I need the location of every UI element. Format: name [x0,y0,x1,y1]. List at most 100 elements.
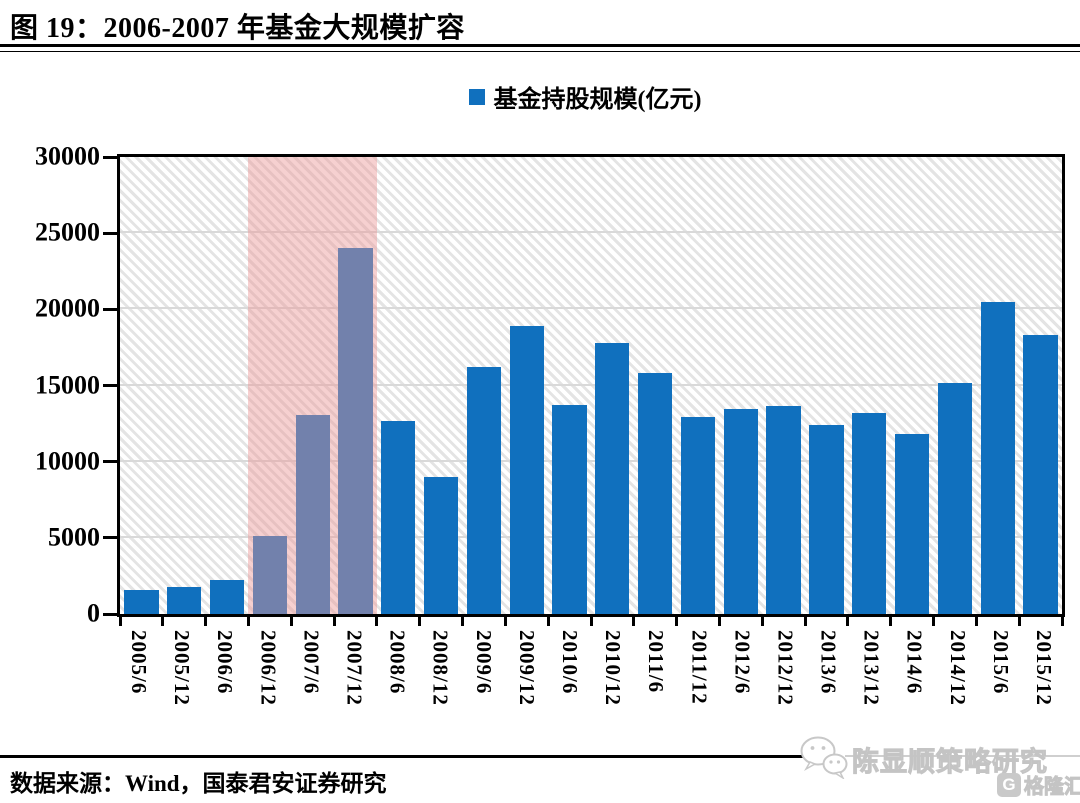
watermark-line [845,755,1080,757]
y-axis-label: 0 [87,598,100,628]
bar-slot [762,157,805,614]
x-label-cell: 2006/12 [246,630,289,742]
x-label-cell: 2014/12 [936,630,979,742]
x-label-cell: 2013/12 [850,630,893,742]
bar-series [120,157,1062,614]
bar-2009/6 [466,367,502,614]
x-label-cell: 2006/6 [203,630,246,742]
bar-2010/6 [552,404,587,614]
y-tick [103,536,117,540]
y-tick [103,460,117,464]
x-label-cell: 2012/12 [763,630,806,742]
x-label-cell: 2005/12 [160,630,203,742]
y-tick [103,612,117,616]
x-axis-label: 2011/6 [644,630,669,694]
bar-slot [334,157,377,614]
plot-area [117,154,1065,617]
bar-2006/6 [209,579,245,614]
x-tick [503,617,507,626]
bar-2014/6 [894,434,930,614]
x-tick [717,617,721,626]
x-tick [1060,617,1064,626]
y-axis-label: 5000 [48,522,100,552]
bar-2012/12 [766,406,801,614]
x-axis-label: 2014/6 [902,630,927,695]
bar-slot [420,157,463,614]
bar-slot [1019,157,1062,614]
x-label-cell: 2010/6 [548,630,591,742]
watermark-text: 陈显顺策略研究 [852,747,1048,778]
bar-2015/6 [980,302,1015,614]
x-tick [418,617,422,626]
bar-2013/12 [852,412,887,614]
x-tick [932,617,936,626]
bar-slot [933,157,976,614]
x-axis-label: 2008/12 [428,630,453,706]
bar-2014/12 [937,383,972,614]
x-label-cell: 2011/6 [634,630,677,742]
bar-slot [505,157,548,614]
bar-slot [206,157,249,614]
x-axis-label: 2006/12 [256,630,281,706]
bar-slot [848,157,891,614]
bar-2005/6 [124,590,159,614]
x-label-cell: 2008/12 [419,630,462,742]
x-axis-label: 2005/12 [170,630,195,706]
x-tick [846,617,850,626]
x-tick [803,617,807,626]
x-label-cell: 2007/12 [332,630,375,742]
x-tick [161,617,165,626]
x-label-cell: 2009/12 [505,630,548,742]
bar-slot [120,157,163,614]
x-label-cell: 2009/6 [462,630,505,742]
x-axis-label: 2015/12 [1032,630,1057,706]
y-axis: 0 5000 10000 15000 20000 25000 30000 [0,141,100,627]
x-axis-label: 2009/12 [514,630,539,706]
x-tick [546,617,550,626]
x-tick [246,617,250,626]
gridline [120,535,1062,538]
x-label-cell: 2015/6 [979,630,1022,742]
gridline [120,383,1062,386]
x-axis-label: 2013/6 [816,630,841,695]
x-tick [1017,617,1021,626]
x-axis-label: 2007/6 [299,630,324,695]
bar-slot [634,157,677,614]
x-tick [974,617,978,626]
bar-2010/12 [595,342,630,614]
x-axis-label: 2011/12 [687,630,712,705]
x-axis-label: 2009/6 [471,630,496,695]
header-divider-thick [0,44,1080,47]
x-label-cell: 2010/12 [591,630,634,742]
chart-legend: 基金持股规模(亿元) [45,79,1080,114]
legend-label: 基金持股规模(亿元) [493,87,702,113]
x-axis-label: 2007/12 [342,630,367,706]
x-axis-label: 2008/6 [385,630,410,695]
x-axis-label: 2010/6 [557,630,582,695]
bar-2007/12 [338,247,373,614]
x-tick [118,617,122,626]
bar-slot [805,157,848,614]
y-axis-label: 20000 [35,293,100,323]
bar-2013/6 [809,425,844,614]
y-axis-label: 10000 [35,446,100,476]
gridline [120,231,1062,234]
source-text: 数据来源：Wind，国泰君安证券研究 [10,771,387,796]
x-axis-label: 2015/6 [988,630,1013,695]
x-tick [289,617,293,626]
bar-2008/12 [423,476,459,614]
bar-slot [719,157,762,614]
x-axis-label: 2006/6 [213,630,238,695]
bar-slot [677,157,720,614]
gridline [120,459,1062,462]
bar-2012/6 [723,409,758,614]
bar-2011/12 [680,416,716,614]
x-axis-ticks [117,617,1065,627]
x-label-cell: 2005/6 [117,630,160,742]
x-axis-label: 2010/12 [601,630,626,706]
bar-2009/12 [509,326,544,614]
gelonghui-logo: G 格隆汇 [997,770,1080,799]
bar-slot [891,157,934,614]
x-label-cell: 2014/6 [893,630,936,742]
bar-slot [591,157,634,614]
